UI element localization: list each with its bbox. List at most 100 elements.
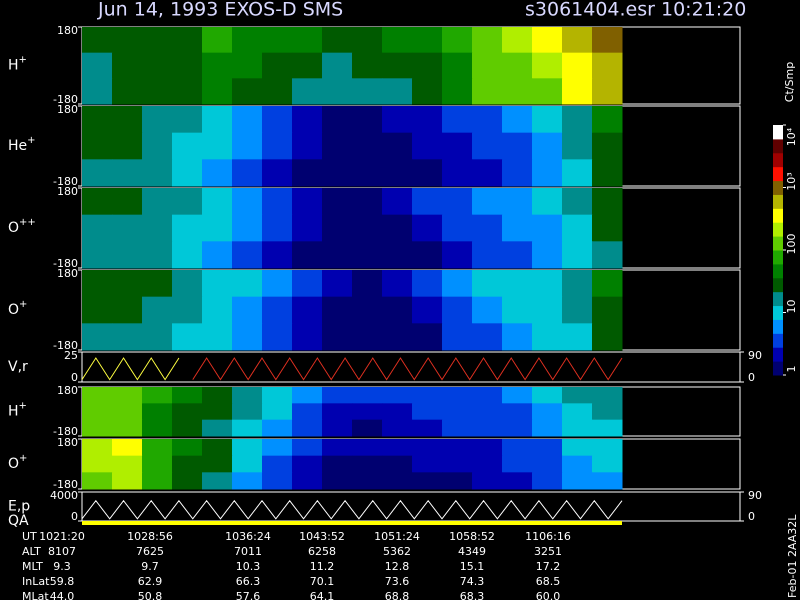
heatmap-cell: [352, 132, 383, 160]
table-cell: 15.1: [460, 560, 485, 573]
colorbar-tick-label: 10: [785, 300, 798, 314]
y-tick-label: 180: [57, 436, 78, 449]
heatmap-cell: [202, 132, 233, 160]
heatmap-cell: [112, 52, 143, 79]
heatmap-cell: [592, 455, 623, 473]
heatmap-cell: [232, 472, 263, 490]
heatmap-cell: [502, 270, 533, 298]
panel-label: V,r: [8, 359, 28, 375]
heatmap-cell: [502, 188, 533, 216]
heatmap-cell: [142, 439, 173, 457]
heatmap-cell: [412, 27, 443, 54]
heatmap-cell: [262, 419, 293, 437]
heatmap-cell: [382, 214, 413, 242]
heatmap-cell: [262, 106, 293, 134]
heatmap-cell: [292, 472, 323, 490]
panel-frame: [81, 351, 741, 383]
heatmap-cell: [382, 455, 413, 473]
colorbar-step: [773, 208, 783, 223]
heatmap-cell: [232, 52, 263, 79]
heatmap-cell: [532, 419, 563, 437]
heatmap-cell: [232, 403, 263, 421]
heatmap-cell: [292, 188, 323, 216]
label-sup: +: [19, 299, 27, 310]
heatmap-cell: [292, 106, 323, 134]
heatmap-cell: [382, 106, 413, 134]
heatmap-cell: [142, 403, 173, 421]
heatmap-cell: [412, 403, 443, 421]
heatmap-cell: [292, 27, 323, 54]
heatmap-cell: [232, 419, 263, 437]
heatmap-cell: [112, 296, 143, 324]
heatmap-cell: [592, 52, 623, 79]
heatmap-cell: [412, 106, 443, 134]
heatmap-cell: [202, 472, 233, 490]
heatmap-cell: [112, 78, 143, 105]
heatmap-cell: [82, 403, 113, 421]
heatmap-cell: [292, 419, 323, 437]
heatmap-cell: [232, 78, 263, 105]
heatmap-cell: [532, 455, 563, 473]
heatmap-cell: [592, 27, 623, 54]
heatmap-cell: [142, 52, 173, 79]
panel-label: H+: [8, 55, 27, 74]
heatmap-cell: [412, 52, 443, 79]
colorbar-step: [773, 305, 783, 320]
table-cell: 50.8: [138, 590, 163, 600]
label-sup: +: [19, 55, 27, 66]
table-cell: 11.2: [310, 560, 335, 573]
table-cell: 70.1: [310, 575, 335, 588]
heatmap-cell: [352, 270, 383, 298]
table-cell: 1106:16: [525, 530, 571, 543]
heatmap-cell: [442, 323, 473, 351]
heatmap-cell: [262, 78, 293, 105]
heatmap-cell: [202, 27, 233, 54]
heatmap-cell: [592, 270, 623, 298]
label-sup: +: [19, 453, 27, 464]
table-cell: 64.1: [310, 590, 335, 600]
heatmap-cell: [322, 159, 353, 187]
y-tick-label: 25: [64, 349, 78, 362]
y-tick-label: 180: [57, 384, 78, 397]
colorbar-step: [773, 319, 783, 334]
heatmap-cell: [472, 387, 503, 404]
heatmap-cell: [562, 403, 593, 421]
heatmap-cell: [202, 241, 233, 269]
table-cell: 1036:24: [225, 530, 271, 543]
table-cell: 7011: [234, 545, 262, 558]
heatmap-cell: [352, 241, 383, 269]
heatmap-cell: [262, 455, 293, 473]
heatmap-cell: [232, 296, 263, 324]
heatmap-cell: [592, 387, 623, 404]
heatmap-cell: [562, 159, 593, 187]
colorbar-tick-label: 10⁴: [785, 127, 798, 146]
heatmap-cell: [322, 403, 353, 421]
heatmap-cell: [352, 214, 383, 242]
table-cell: 1058:52: [449, 530, 495, 543]
colorbar-step: [773, 194, 783, 209]
heatmap-cell: [262, 439, 293, 457]
heatmap-cell: [442, 159, 473, 187]
heatmap-cell: [82, 419, 113, 437]
heatmap-cell: [382, 472, 413, 490]
heatmap-cell: [412, 78, 443, 105]
heatmap-cell: [472, 52, 503, 79]
heatmap-cell: [262, 132, 293, 160]
heatmap-cell: [262, 387, 293, 404]
heatmap-cell: [592, 323, 623, 351]
heatmap-cell: [532, 439, 563, 457]
heatmap-cell: [262, 296, 293, 324]
heatmap-cell: [142, 270, 173, 298]
heatmap-cell: [442, 296, 473, 324]
table-cell: 10.3: [236, 560, 261, 573]
heatmap-cell: [292, 455, 323, 473]
heatmap-cell: [262, 214, 293, 242]
label-base: O: [8, 220, 19, 236]
table-cell: 57.6: [236, 590, 261, 600]
heatmap-cell: [232, 159, 263, 187]
heatmap-cell: [202, 214, 233, 242]
heatmap-cell: [292, 270, 323, 298]
heatmap-cell: [292, 214, 323, 242]
heatmap-cell: [352, 472, 383, 490]
heatmap-cell: [232, 387, 263, 404]
